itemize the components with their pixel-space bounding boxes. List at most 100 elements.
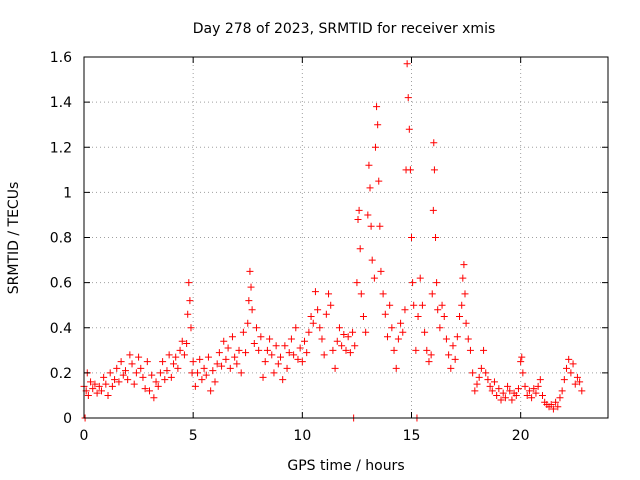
data-point <box>353 279 361 287</box>
data-point <box>392 364 400 372</box>
data-point <box>257 333 265 341</box>
data-point <box>318 335 326 343</box>
data-point <box>132 369 140 377</box>
data-point <box>296 344 304 352</box>
data-point <box>458 301 466 309</box>
data-point <box>215 349 223 357</box>
data-point <box>558 387 566 395</box>
data-point <box>423 346 431 354</box>
data-point <box>250 340 258 348</box>
data-point <box>410 301 418 309</box>
data-point <box>184 310 192 318</box>
data-point <box>508 396 516 404</box>
data-point <box>547 400 555 408</box>
data-point <box>374 121 382 129</box>
data-point <box>113 364 121 372</box>
data-point <box>277 353 284 361</box>
x-tick-label: 0 <box>80 428 89 444</box>
data-point <box>569 360 577 368</box>
data-point <box>226 364 234 372</box>
data-point <box>514 385 522 393</box>
data-point <box>316 324 324 332</box>
y-tick-label: 1.4 <box>50 95 72 111</box>
data-point <box>466 346 474 354</box>
data-point <box>573 373 581 381</box>
data-point <box>368 256 376 264</box>
data-point <box>244 319 252 327</box>
data-point <box>204 353 212 361</box>
data-point <box>135 353 143 361</box>
data-point <box>178 337 186 345</box>
data-point <box>480 346 488 354</box>
data-point <box>305 328 313 336</box>
data-point <box>518 353 526 361</box>
data-point <box>421 328 429 336</box>
data-point <box>287 335 295 343</box>
x-tick-labels: 0 5 10 15 20 <box>80 428 530 444</box>
data-point <box>152 378 160 386</box>
data-point <box>242 349 250 357</box>
data-point <box>477 364 485 372</box>
data-point <box>525 387 533 395</box>
data-point <box>440 312 448 320</box>
data-point <box>156 369 164 377</box>
data-point <box>106 369 114 377</box>
data-point <box>519 369 527 377</box>
data-point <box>571 380 579 388</box>
data-point <box>386 301 394 309</box>
data-point <box>97 387 105 395</box>
data-point <box>560 376 568 384</box>
data-point <box>91 380 99 388</box>
data-point <box>95 382 103 390</box>
data-point <box>414 312 422 320</box>
data-point <box>320 351 328 359</box>
data-point <box>128 360 136 368</box>
data-point <box>176 346 184 354</box>
data-point <box>87 378 95 386</box>
data-point <box>488 387 496 395</box>
data-point <box>556 394 564 402</box>
data-point <box>403 60 411 68</box>
data-point <box>427 351 435 359</box>
data-point <box>143 358 151 366</box>
data-point <box>309 319 317 327</box>
data-point <box>180 351 188 359</box>
data-point <box>285 349 293 357</box>
data-point <box>451 355 459 363</box>
data-point <box>224 344 232 352</box>
data-point <box>453 333 461 341</box>
data-point <box>163 367 171 375</box>
data-point <box>139 373 147 381</box>
data-point <box>409 279 417 287</box>
data-point <box>270 369 278 377</box>
data-point <box>376 222 384 230</box>
data-point <box>292 324 300 332</box>
data-point <box>356 245 364 253</box>
data-point <box>459 274 467 282</box>
data-point <box>530 385 538 393</box>
data-point <box>183 340 191 348</box>
data-point <box>434 306 442 314</box>
data-point <box>379 290 387 298</box>
data-point <box>499 389 507 397</box>
data-point <box>272 342 280 350</box>
data-point <box>471 387 479 395</box>
data-point <box>266 335 274 343</box>
data-point <box>425 358 433 366</box>
y-tick-label: 0.8 <box>50 231 72 247</box>
data-point <box>445 351 453 359</box>
data-point <box>185 279 193 287</box>
data-point <box>447 364 455 372</box>
data-point <box>194 369 202 377</box>
data-point <box>209 367 217 375</box>
data-point <box>246 267 254 275</box>
data-point <box>115 378 123 386</box>
data-point <box>438 301 446 309</box>
data-point <box>456 312 464 320</box>
data-point <box>167 373 175 381</box>
data-point <box>137 364 145 372</box>
data-point <box>303 349 311 357</box>
data-point <box>268 351 276 359</box>
y-tick-label: 1 <box>63 185 72 201</box>
data-point <box>355 206 363 214</box>
